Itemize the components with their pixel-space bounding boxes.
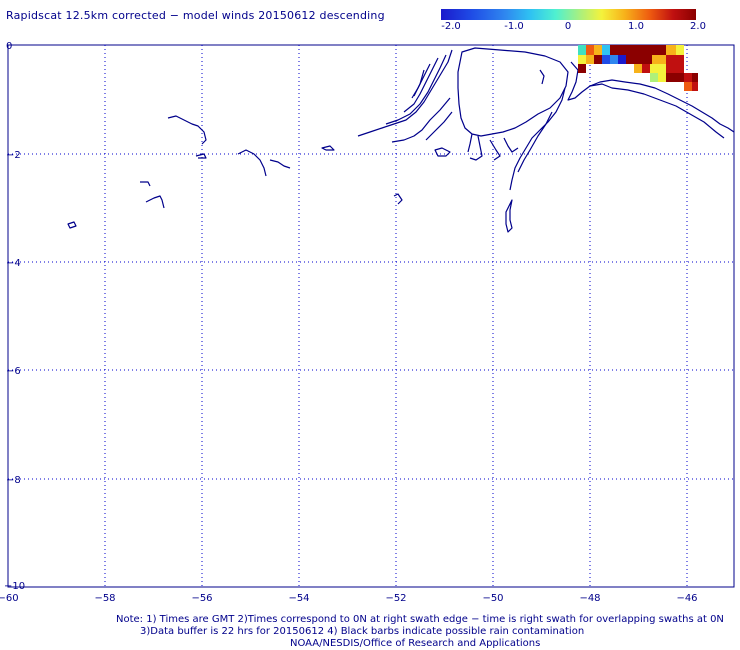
- lat-tick-label: −10: [4, 581, 25, 592]
- colorbar-gradient: [441, 9, 696, 20]
- map-title: Rapidscat 12.5km corrected − model winds…: [6, 9, 385, 22]
- lon-tick-label: −60: [0, 593, 19, 604]
- lat-tick-label: 0: [6, 41, 12, 52]
- colorbar-tick-label: -1.0: [504, 21, 524, 32]
- lat-tick-label: −8: [6, 475, 21, 486]
- coastline: [67, 47, 735, 233]
- colorbar-tick-label: 2.0: [690, 21, 706, 32]
- lon-tick-label: −54: [288, 593, 309, 604]
- wind-difference-swath: [578, 45, 698, 91]
- footnote-line-3: NOAA/NESDIS/Office of Research and Appli…: [290, 638, 541, 649]
- lon-tick-label: −58: [94, 593, 115, 604]
- lat-tick-label: −6: [6, 366, 21, 377]
- footnote-line-1: Note: 1) Times are GMT 2)Times correspon…: [116, 614, 724, 625]
- colorbar-tick-label: 0: [564, 21, 572, 32]
- lon-tick-label: −48: [579, 593, 600, 604]
- lon-tick-label: −52: [385, 593, 406, 604]
- footnote-line-2: 3)Data buffer is 22 hrs for 20150612 4) …: [140, 626, 585, 637]
- plot-frame: [7, 44, 735, 588]
- lon-tick-label: −50: [482, 593, 503, 604]
- lat-tick-label: −4: [6, 258, 21, 269]
- colorbar-tick-label: -2.0: [441, 21, 461, 32]
- lat-lon-grid: [8, 45, 734, 587]
- lat-tick-label: −2: [6, 150, 21, 161]
- lon-tick-label: −46: [676, 593, 697, 604]
- colorbar-tick-label: 1.0: [628, 21, 644, 32]
- lon-tick-label: −56: [191, 593, 212, 604]
